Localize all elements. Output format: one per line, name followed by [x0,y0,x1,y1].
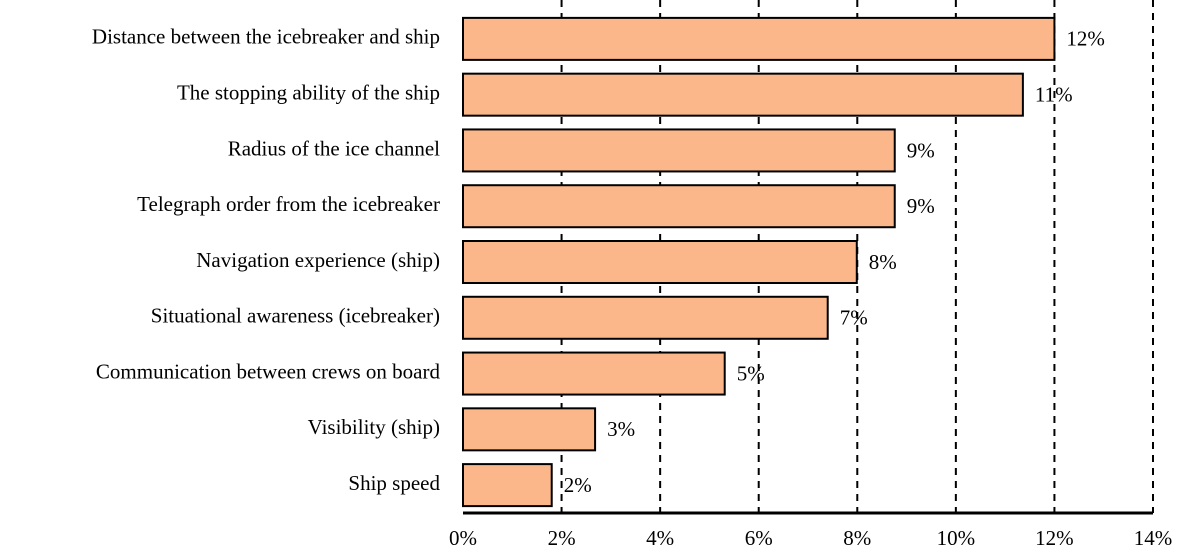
bar [462,72,1024,117]
bar [462,128,896,173]
bar [462,16,1056,61]
data-label: 11% [1035,82,1073,106]
data-label: 9% [907,194,935,218]
data-label: 3% [607,417,635,441]
y-tick-label: Situational awareness (icebreaker) [151,304,440,328]
y-tick-label: Visibility (ship) [308,415,440,439]
bar [462,407,597,452]
y-tick-label: The stopping ability of the ship [177,80,440,104]
y-tick-label: Telegraph order from the icebreaker [137,192,440,216]
x-tick-label: 2% [548,526,576,550]
y-tick-label: Navigation experience (ship) [196,248,440,272]
x-tick-label: 14% [1134,526,1173,550]
data-label: 2% [564,473,592,497]
y-tick-label: Radius of the ice channel [228,136,440,160]
bar [462,351,726,396]
y-tick-label: Ship speed [348,471,440,495]
data-label: 8% [869,250,897,274]
x-tick-label: 12% [1035,526,1074,550]
data-label: 5% [737,361,765,385]
x-tick-label: 4% [646,526,674,550]
x-tick-label: 10% [937,526,976,550]
bar [462,295,829,340]
data-label: 12% [1066,27,1105,51]
bar [462,240,858,284]
y-tick-label: Distance between the icebreaker and ship [92,25,440,49]
x-tick-label: 0% [449,526,477,550]
data-label: 7% [840,306,868,330]
bar [462,463,553,508]
y-tick-label: Communication between crews on board [96,359,441,383]
x-tick-label: 6% [745,526,773,550]
data-label: 9% [907,138,935,162]
x-tick-label: 8% [843,526,871,550]
bar [462,184,896,229]
